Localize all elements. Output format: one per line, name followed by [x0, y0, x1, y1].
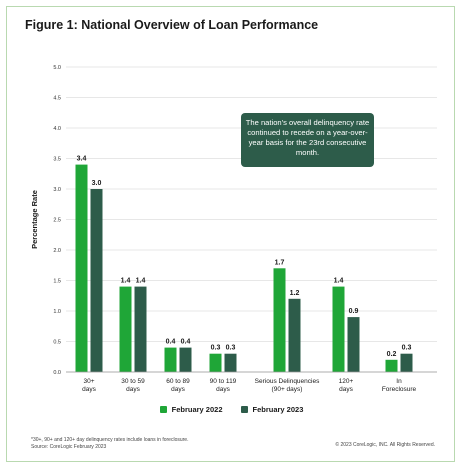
bar-feb2022 — [75, 164, 88, 372]
footnote-line-1: *30+, 90+ and 120+ day delinquency rates… — [31, 437, 189, 443]
bar-feb2023 — [347, 317, 360, 372]
x-category-label: days — [171, 386, 185, 393]
x-category-label: days — [339, 386, 353, 393]
legend-item-feb2023: February 2023 — [240, 405, 304, 414]
x-category-label: In — [396, 378, 402, 385]
bar-feb2022 — [209, 353, 222, 372]
x-category-label: 30+ — [83, 378, 94, 385]
x-category-label: 30 to 59 — [121, 378, 145, 385]
bar-feb2022 — [385, 359, 398, 372]
bar-feb2023 — [288, 298, 301, 372]
data-label: 0.9 — [349, 308, 359, 315]
x-category-label: days — [216, 386, 230, 393]
data-label: 0.4 — [181, 339, 191, 346]
chart-title: Figure 1: National Overview of Loan Perf… — [25, 18, 319, 32]
legend-label-feb2023: February 2023 — [252, 405, 304, 414]
bar-feb2023 — [224, 353, 237, 372]
y-tick-label: 0.0 — [53, 370, 61, 376]
data-label: 3.4 — [77, 156, 87, 163]
data-label: 1.4 — [136, 278, 146, 285]
legend-swatch-feb2022 — [159, 406, 167, 413]
x-category-label: days — [126, 386, 140, 393]
data-label: 1.2 — [290, 290, 300, 297]
bar-feb2023 — [90, 189, 103, 372]
data-label: 0.3 — [402, 345, 412, 352]
bar-feb2023 — [179, 347, 192, 372]
x-category-label: 120+ — [339, 378, 354, 385]
data-label: 0.3 — [211, 345, 221, 352]
bar-feb2022 — [273, 268, 286, 372]
y-tick-label: 3.0 — [53, 187, 61, 193]
data-label: 0.2 — [387, 351, 397, 358]
legend-swatch-feb2023 — [240, 406, 248, 413]
data-label: 0.3 — [226, 345, 236, 352]
legend-label-feb2022: February 2022 — [171, 405, 223, 414]
y-tick-label: 4.0 — [53, 126, 61, 132]
bar-feb2023 — [134, 286, 147, 372]
x-category-label: 90 to 119 — [210, 378, 237, 385]
copyright: © 2023 CoreLogic, INC. All Rights Reserv… — [335, 442, 435, 448]
legend: February 2022 February 2023 — [0, 405, 463, 414]
bar-feb2022 — [164, 347, 177, 372]
x-category-label: Serious Delinquencies — [255, 378, 320, 385]
bar-feb2022 — [119, 286, 132, 372]
y-tick-label: 2.0 — [53, 248, 61, 254]
y-tick-label: 1.5 — [53, 279, 61, 285]
y-tick-label: 5.0 — [53, 65, 61, 71]
x-category-label: days — [82, 386, 96, 393]
y-tick-label: 0.5 — [53, 340, 61, 346]
footnote: *30+, 90+ and 120+ day delinquency rates… — [31, 437, 188, 450]
x-category-label: (90+ days) — [272, 386, 303, 393]
bar-feb2023 — [400, 353, 413, 372]
data-label: 1.4 — [334, 278, 344, 285]
y-tick-label: 1.0 — [53, 309, 61, 315]
legend-item-feb2022: February 2022 — [159, 405, 223, 414]
x-category-label: Foreclosure — [382, 386, 417, 393]
callout-box: The nation's overall delinquency rate co… — [241, 113, 374, 167]
y-tick-label: 3.5 — [53, 157, 61, 163]
data-label: 1.7 — [275, 259, 285, 266]
footnote-source: Source: CoreLogic February 2023 — [31, 443, 107, 450]
data-label: 1.4 — [121, 278, 131, 285]
data-label: 3.0 — [92, 180, 102, 187]
y-tick-label: 2.5 — [53, 218, 61, 224]
y-axis-label: Percentage Rate — [30, 190, 39, 249]
bar-feb2022 — [332, 286, 345, 372]
y-tick-label: 4.5 — [53, 96, 61, 102]
x-category-label: 60 to 89 — [166, 378, 190, 385]
data-label: 0.4 — [166, 339, 176, 346]
